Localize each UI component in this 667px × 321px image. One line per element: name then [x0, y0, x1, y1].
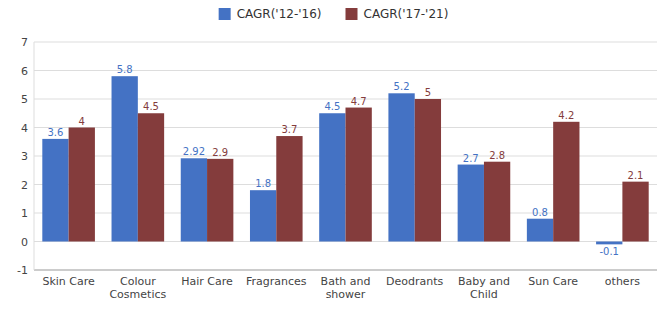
- y-tick-label: 3: [21, 150, 28, 163]
- data-label: 0.8: [532, 207, 548, 218]
- x-tick-label-line: Sun Care: [528, 275, 578, 288]
- bar: [596, 242, 622, 245]
- legend-label: CAGR('12-'16): [237, 7, 322, 21]
- legend-swatch: [219, 8, 231, 20]
- legend: CAGR('12-'16) CAGR('17-'21): [219, 7, 449, 21]
- bar: [458, 165, 484, 242]
- x-tick-label-line: Bath and: [321, 275, 371, 288]
- x-tick-label-line: Hair Care: [181, 275, 233, 288]
- x-tick-label-line: Child: [470, 288, 498, 301]
- x-axis-line: [34, 270, 657, 271]
- data-label: 3.6: [48, 127, 64, 138]
- bar: [250, 190, 276, 241]
- x-tick-label: Fragrances: [246, 275, 307, 288]
- legend-label: CAGR('17-'21): [364, 7, 449, 21]
- y-tick-label: 7: [21, 36, 28, 49]
- grid-line: [34, 270, 657, 271]
- bar: [42, 139, 68, 242]
- x-tick-label: Bath andshower: [321, 275, 371, 301]
- bar: [276, 136, 302, 241]
- chart: -1 0 1 2 3 4 5 6 7 3.6 5.8 2.92 1.8 4.5 5.2 2.7 0.8 -0.1 4…: [0, 0, 667, 321]
- y-tick-label: 2: [21, 179, 28, 192]
- legend-item: CAGR('12-'16): [219, 7, 322, 21]
- y-tick-label: -1: [17, 264, 28, 277]
- x-tick-label: Skin Care: [42, 275, 95, 288]
- data-label: 4.7: [351, 96, 367, 107]
- data-label: 5.8: [117, 64, 133, 75]
- x-tick-label: Sun Care: [528, 275, 578, 288]
- data-label: 2.1: [628, 170, 644, 181]
- x-tick-label: Deodrants: [386, 275, 443, 288]
- data-label: 4: [79, 116, 85, 127]
- x-tick-label-line: Fragrances: [246, 275, 307, 288]
- data-label: 3.7: [281, 124, 297, 135]
- bar: [138, 113, 164, 241]
- data-label: -0.1: [599, 246, 619, 257]
- data-label: 2.9: [212, 147, 228, 158]
- y-axis-line: [34, 42, 35, 270]
- x-tick-label: ColourCosmetics: [109, 275, 166, 301]
- x-tick-label-line: others: [605, 275, 640, 288]
- data-label: 4.5: [143, 101, 159, 112]
- y-tick-label: 6: [21, 65, 28, 78]
- bar: [527, 219, 553, 242]
- x-tick-label: Hair Care: [181, 275, 233, 288]
- y-tick-label: 1: [21, 207, 28, 220]
- bar: [319, 113, 345, 241]
- bar: [388, 93, 414, 241]
- data-label: 4.2: [558, 110, 574, 121]
- x-tick-label-line: shower: [326, 288, 366, 301]
- data-label: 2.7: [463, 153, 479, 164]
- x-tick-label-line: Colour: [120, 275, 156, 288]
- data-label: 4.5: [324, 101, 340, 112]
- y-tick-label: 0: [21, 236, 28, 249]
- bar: [181, 158, 207, 241]
- x-tick-label-line: Baby and: [458, 275, 510, 288]
- data-label: 5: [425, 87, 431, 98]
- bar: [69, 128, 95, 242]
- data-label: 1.8: [255, 178, 271, 189]
- x-tick-label-line: Deodrants: [386, 275, 443, 288]
- grid-line: [34, 42, 657, 43]
- bar: [346, 108, 372, 242]
- grid: [34, 42, 657, 270]
- bar: [622, 182, 648, 242]
- bar: [112, 76, 138, 241]
- data-label: 2.8: [489, 150, 505, 161]
- x-tick-label-line: Cosmetics: [109, 288, 166, 301]
- y-tick-label: 4: [21, 122, 28, 135]
- bars: [42, 76, 648, 244]
- data-label: 2.92: [183, 146, 205, 157]
- y-tick-label: 5: [21, 93, 28, 106]
- legend-item: CAGR('17-'21): [346, 7, 449, 21]
- x-tick-label: others: [605, 275, 640, 288]
- bar: [207, 159, 233, 242]
- data-label: 5.2: [394, 81, 410, 92]
- x-tick-label: Baby andChild: [458, 275, 510, 301]
- bar: [415, 99, 441, 242]
- x-tick-label-line: Skin Care: [42, 275, 95, 288]
- bar: [553, 122, 579, 242]
- legend-swatch: [346, 8, 358, 20]
- bar: [484, 162, 510, 242]
